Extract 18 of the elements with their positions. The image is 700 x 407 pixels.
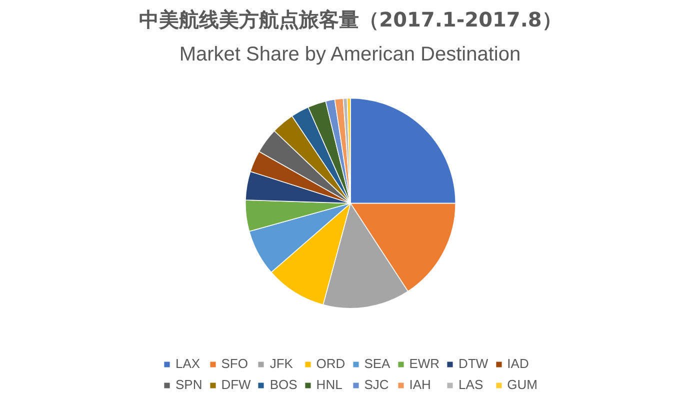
legend-label: LAS (458, 377, 484, 392)
legend-label: HNL (316, 377, 342, 392)
legend-label: GUM (507, 377, 538, 392)
legend-label: IAH (409, 377, 431, 392)
legend-label: IAD (507, 356, 529, 371)
legend-label: SJC (364, 377, 389, 392)
legend-label: JFK (270, 356, 293, 371)
legend-label: LAX (175, 356, 200, 371)
legend-label: SFO (221, 356, 248, 371)
chart-title: 中美航线美方航点旅客量（2017.1-2017.8） (139, 8, 562, 32)
legend-label: EWR (409, 356, 440, 371)
legend-label: DFW (221, 377, 251, 392)
legend-label: ORD (316, 356, 346, 371)
legend-label: SEA (364, 356, 390, 371)
legend-label: DTW (458, 356, 488, 371)
legend-label: SPN (175, 377, 202, 392)
chart-subtitle: Market Share by American Destination (179, 44, 521, 66)
legend-label: BOS (270, 377, 298, 392)
